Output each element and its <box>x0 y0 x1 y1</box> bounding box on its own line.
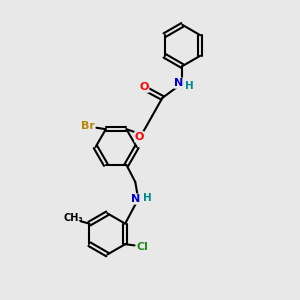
Text: H: H <box>185 80 194 91</box>
Text: Br: Br <box>81 121 94 131</box>
Text: O: O <box>140 82 149 92</box>
Text: Cl: Cl <box>137 242 149 252</box>
Text: N: N <box>174 78 183 88</box>
Text: O: O <box>135 132 144 142</box>
Text: CH₃: CH₃ <box>63 213 83 223</box>
Text: H: H <box>143 193 152 203</box>
Text: N: N <box>131 194 140 204</box>
